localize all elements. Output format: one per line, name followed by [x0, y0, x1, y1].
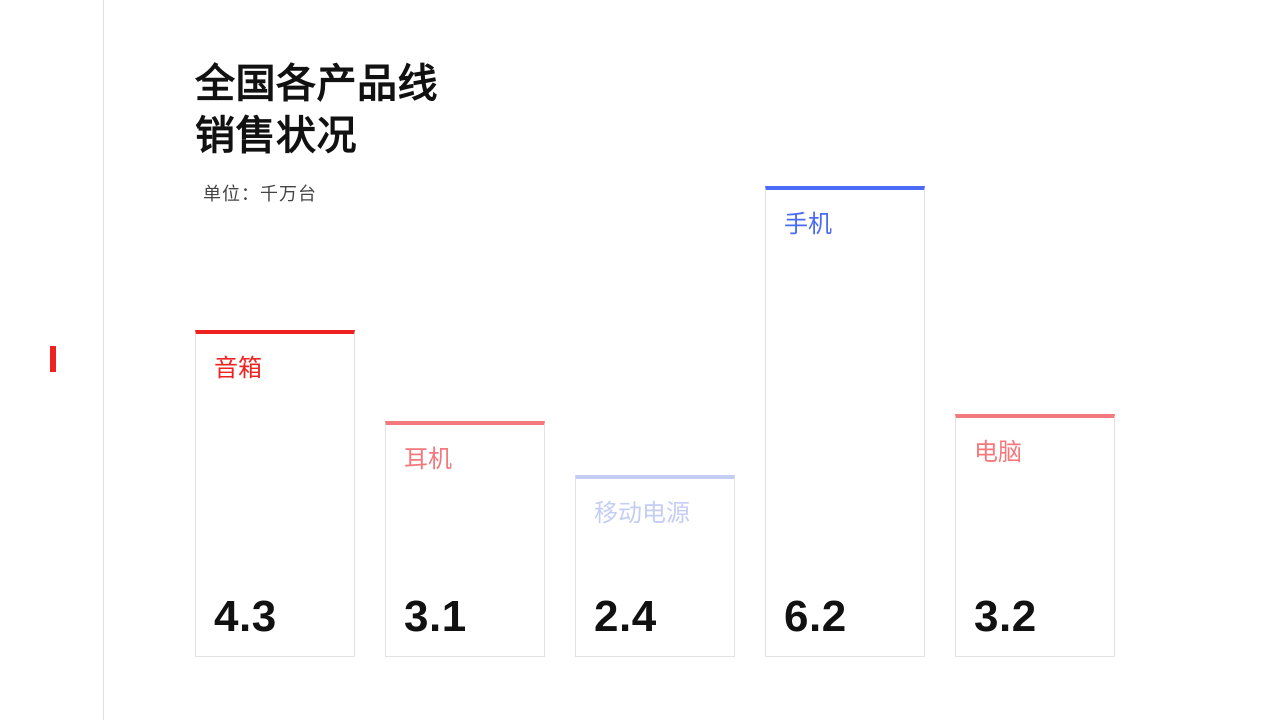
vertical-divider [103, 0, 104, 720]
bar-label: 音箱 [214, 348, 262, 383]
bar-label: 电脑 [974, 432, 1022, 467]
side-accent-mark [50, 346, 56, 372]
bar-label: 手机 [784, 204, 832, 239]
title-line-1: 全国各产品线 [195, 62, 438, 106]
bar-label: 耳机 [404, 439, 452, 474]
bar-value: 4.3 [214, 592, 277, 642]
bar-value: 3.2 [974, 592, 1037, 642]
bar-1: 耳机 3.1 [385, 421, 545, 657]
bar-value: 6.2 [784, 592, 847, 642]
bar-label: 移动电源 [594, 493, 690, 528]
bar-2: 移动电源 2.4 [575, 475, 735, 657]
bar-4: 电脑 3.2 [955, 414, 1115, 657]
bar-chart: 音箱 4.3 耳机 3.1 移动电源 2.4 手机 6.2 电脑 3.2 [195, 117, 1135, 657]
bar-value: 2.4 [594, 592, 657, 642]
bar-value: 3.1 [404, 592, 467, 642]
bar-3: 手机 6.2 [765, 186, 925, 657]
bar-0: 音箱 4.3 [195, 330, 355, 657]
